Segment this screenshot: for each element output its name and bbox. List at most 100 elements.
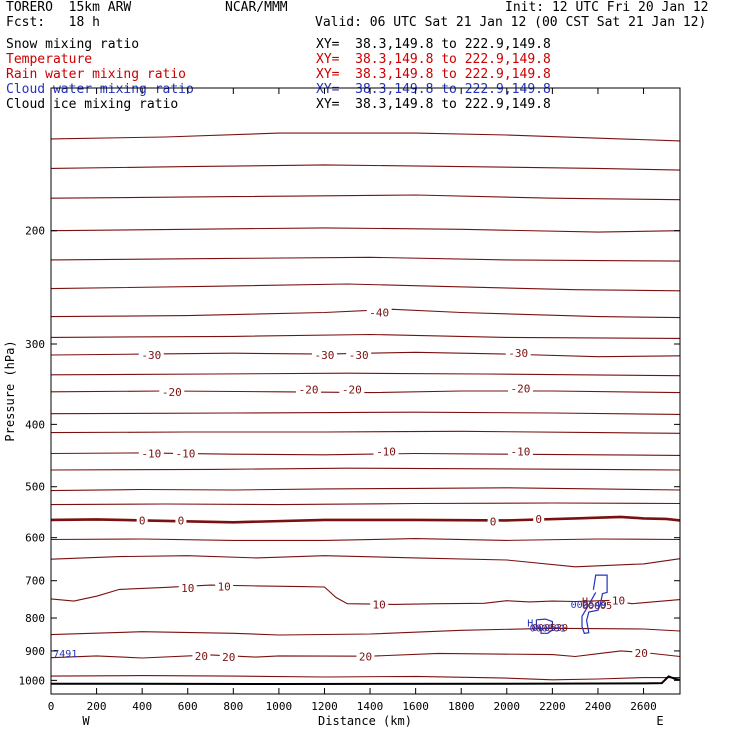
field-xy-temperature: XY= 38.3,149.8 to 222.9,149.8 xyxy=(316,52,551,67)
x-tick-label-6: 1200 xyxy=(311,700,338,713)
isotherm-label-23: 20 xyxy=(359,650,372,663)
isotherm-label-16: 0 xyxy=(535,513,542,526)
x-tick-label-3: 600 xyxy=(178,700,198,713)
extreme-marker-2: 00005 xyxy=(582,601,612,612)
isotherm-label-7: -20 xyxy=(342,383,362,396)
isotherm-line-2 xyxy=(50,194,681,201)
isotherm-label-bg-3 xyxy=(346,348,372,361)
header-init: Init: 12 UTC Fri 20 Jan 12 xyxy=(505,0,709,15)
isotherm-line-9 xyxy=(50,372,681,377)
isotherm-line-7 xyxy=(50,333,681,339)
isotherm-line-17 xyxy=(50,515,681,524)
isotherm-label-bg-24 xyxy=(632,647,651,660)
header-center: NCAR/MMM xyxy=(225,0,288,15)
isotherm-label-bg-7 xyxy=(339,383,365,396)
extreme-marker-0: H xyxy=(582,596,588,607)
isotherm-label-bg-16 xyxy=(533,512,545,525)
isotherm-label-bg-8 xyxy=(507,382,533,395)
cloud-water-contour-1 xyxy=(535,618,553,634)
y-tick-label-0: 200 xyxy=(25,225,45,238)
isotherm-label-22: 20 xyxy=(222,651,235,664)
isotherm-label-bg-23 xyxy=(356,650,375,663)
isotherm-label-2: -30 xyxy=(315,349,335,362)
isotherm-label-bg-5 xyxy=(159,385,185,398)
x-tick-label-1: 200 xyxy=(87,700,107,713)
y-tick-label-2: 400 xyxy=(25,418,45,431)
x-tick-label-9: 1800 xyxy=(448,700,475,713)
isotherm-label-6: -20 xyxy=(299,383,319,396)
isotherm-line-6 xyxy=(50,308,681,319)
x-tick-label-4: 800 xyxy=(223,700,243,713)
extreme-marker-1: H xyxy=(527,619,533,630)
isotherm-label-5: -20 xyxy=(162,386,182,399)
extreme-marker-3: 000549 xyxy=(571,600,607,611)
y-tick-label-3: 500 xyxy=(25,481,45,494)
field-xy-snow: XY= 38.3,149.8 to 222.9,149.8 xyxy=(316,37,551,52)
isotherm-line-4 xyxy=(50,256,681,262)
header-valid: Valid: 06 UTC Sat 21 Jan 12 (00 CST Sat … xyxy=(315,15,707,30)
isotherm-label-1: -30 xyxy=(141,349,161,362)
terrain-line xyxy=(50,675,681,686)
isotherm-label-13: 0 xyxy=(139,514,146,527)
isotherm-label-21: 20 xyxy=(195,650,208,663)
y-tick-label-5: 700 xyxy=(25,575,45,588)
isotherm-label-bg-19 xyxy=(370,598,389,611)
isotherm-line-0 xyxy=(50,132,681,142)
isotherm-line-23 xyxy=(50,675,680,681)
y-tick-label-6: 800 xyxy=(25,612,45,625)
cloud-water-contour-0 xyxy=(581,574,608,634)
x-tick-label-2: 400 xyxy=(132,700,152,713)
header-model: TORERO 15km ARW xyxy=(6,0,132,15)
isotherm-label-bg-22 xyxy=(219,651,238,664)
isotherm-label-24: 20 xyxy=(635,647,648,660)
isotherm-label-17: 10 xyxy=(181,582,194,595)
field-xy-rain: XY= 38.3,149.8 to 222.9,149.8 xyxy=(316,67,551,82)
isotherm-label-bg-4 xyxy=(505,347,531,360)
isotherm-line-11 xyxy=(50,411,681,415)
isotherm-label-bg-20 xyxy=(609,594,628,607)
x-end-label-east: E xyxy=(656,714,663,728)
isotherm-line-21 xyxy=(50,627,681,636)
y-tick-label-1: 300 xyxy=(25,338,45,351)
isotherm-line-1 xyxy=(50,164,681,171)
isotherm-label-bg-21 xyxy=(192,650,211,663)
y-tick-label-7: 900 xyxy=(25,645,45,658)
header-fcst: Fcst: 18 h xyxy=(6,15,100,30)
isotherm-label-10: -10 xyxy=(176,448,196,461)
x-tick-label-11: 2200 xyxy=(539,700,566,713)
isotherm-label-bg-11 xyxy=(373,445,399,458)
extreme-marker-6: 7491 xyxy=(53,649,77,660)
extreme-marker-5: 000581 xyxy=(530,623,566,634)
isotherm-label-bg-17 xyxy=(178,581,197,594)
isotherm-label-15: 0 xyxy=(490,515,497,528)
isotherm-label-bg-15 xyxy=(487,515,499,528)
isotherm-label-bg-18 xyxy=(215,580,234,593)
isotherm-label-bg-13 xyxy=(136,514,148,527)
isotherm-label-bg-14 xyxy=(175,514,187,527)
field-name-rain: Rain water mixing ratio xyxy=(6,67,187,82)
field-xy-cloud-water: XY= 38.3,149.8 to 222.9,149.8 xyxy=(316,82,551,97)
y-axis-label: Pressure (hPa) xyxy=(3,340,17,441)
isotherm-line-18 xyxy=(50,538,681,541)
isotherm-label-bg-9 xyxy=(138,447,164,460)
isotherm-label-bg-1 xyxy=(138,348,164,361)
field-name-snow: Snow mixing ratio xyxy=(6,37,140,52)
field-name-temperature: Temperature xyxy=(6,52,93,67)
isotherm-label-0: -40 xyxy=(369,306,389,319)
isotherm-line-19 xyxy=(50,555,681,568)
isotherm-line-5 xyxy=(50,283,681,292)
plot-frame xyxy=(50,87,681,695)
isotherm-label-bg-6 xyxy=(296,383,322,396)
y-tick-label-8: 1000 xyxy=(19,674,46,687)
isotherm-label-4: -30 xyxy=(508,347,528,360)
x-tick-label-10: 2000 xyxy=(494,700,521,713)
isotherm-label-12: -10 xyxy=(511,446,531,459)
y-tick-label-4: 600 xyxy=(25,532,45,545)
isotherm-label-9: -10 xyxy=(141,448,161,461)
x-tick-label-8: 1600 xyxy=(402,700,429,713)
isotherm-line-22 xyxy=(50,650,681,659)
isotherm-label-18: 10 xyxy=(218,581,231,594)
field-xy-cloud-ice: XY= 38.3,149.8 to 222.9,149.8 xyxy=(316,97,551,112)
isotherm-line-10 xyxy=(50,390,681,394)
